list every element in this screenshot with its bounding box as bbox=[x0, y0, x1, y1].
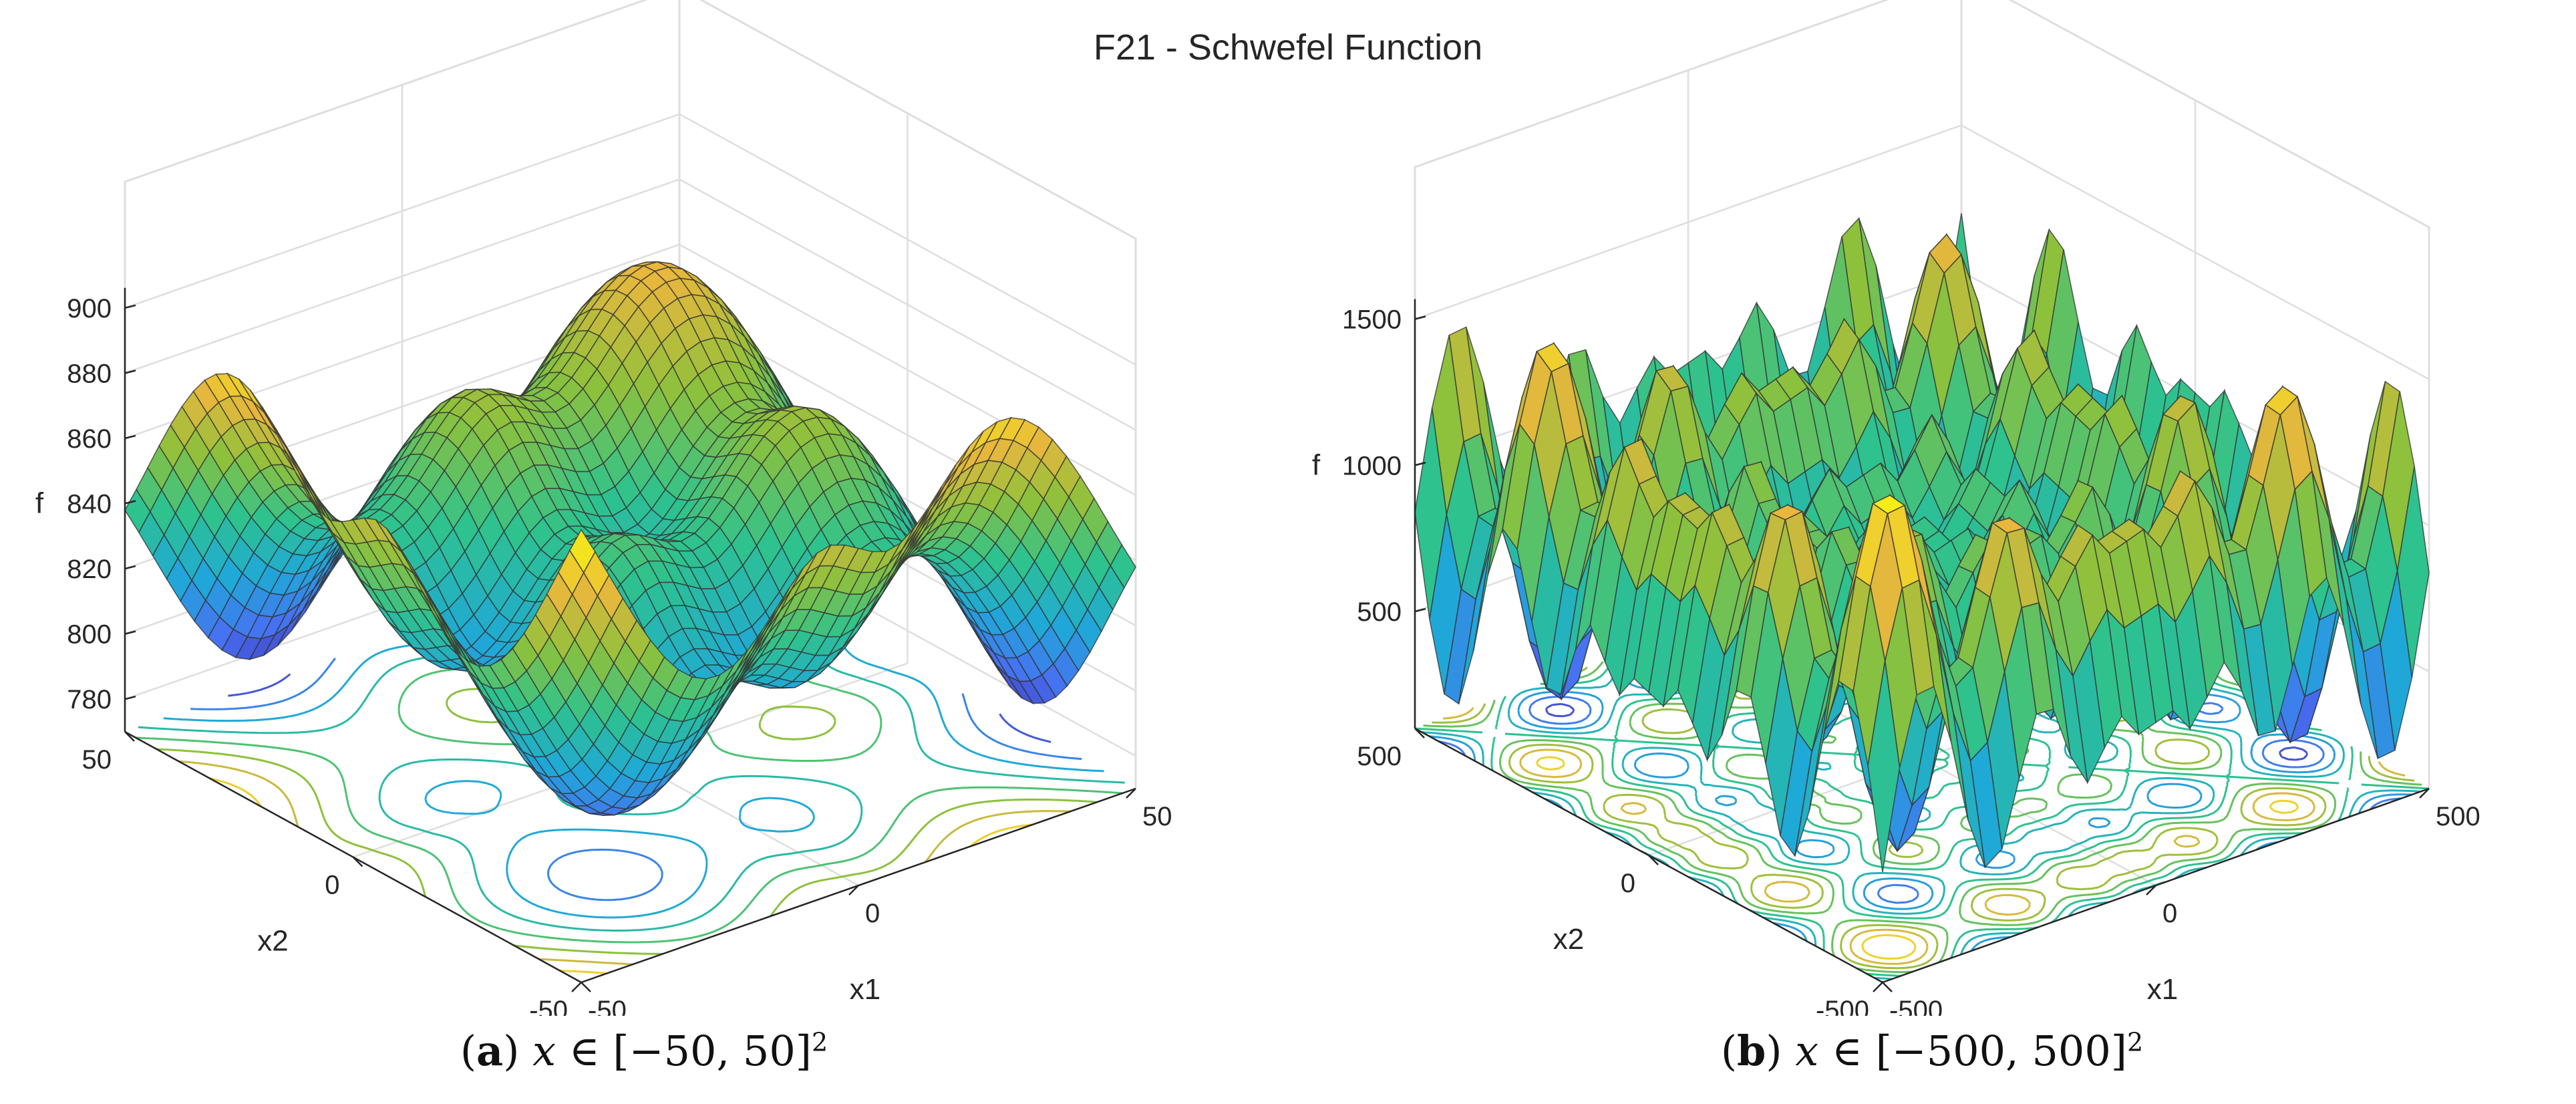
z-tick-label-b-2: 1500 bbox=[1342, 305, 1402, 335]
caption-b-range: ∈ [−500, 500] bbox=[1831, 1026, 2127, 1075]
axes-a: 780 800 820 840 860 880 900 -50 0 50 -50 0 50 x2 x1 f bbox=[35, 287, 1172, 1016]
x1-tick-mark-a-0 bbox=[571, 982, 582, 992]
surface-b bbox=[1414, 213, 2430, 873]
z-tick-label-a-3: 840 bbox=[67, 490, 112, 519]
axes-b: 500 1000 1500 -500 0 500 -500 0 500 x2 x1 f bbox=[1312, 299, 2480, 1016]
caption-a-variable: x bbox=[532, 1026, 556, 1075]
z-tick-label-a-1: 800 bbox=[67, 620, 112, 650]
caption-a-range: ∈ [−50, 50] bbox=[569, 1026, 812, 1075]
x2-tick-mark-b-0 bbox=[1882, 982, 1893, 992]
x2-tick-mark-a-1 bbox=[352, 856, 363, 867]
x1-tick-mark-b-1 bbox=[2146, 885, 2156, 895]
z-tick-mark-a-4 bbox=[124, 434, 136, 440]
x1-tick-label-b-2: 500 bbox=[2436, 802, 2480, 831]
x2-axis-label-b: x2 bbox=[1553, 923, 1584, 956]
x1-tick-label-b-1: 0 bbox=[2162, 899, 2177, 928]
z-tick-label-a-6: 900 bbox=[67, 294, 112, 323]
z-tick-mark-b-1 bbox=[1414, 462, 1426, 466]
z-tick-label-b-1: 1000 bbox=[1342, 451, 1402, 480]
z-tick-label-a-5: 880 bbox=[67, 359, 112, 388]
z-axis-label-b: f bbox=[1312, 448, 1321, 481]
caption-a-exponent: 2 bbox=[811, 1027, 828, 1057]
z-tick-mark-a-3 bbox=[124, 500, 136, 505]
x1-tick-mark-a-2 bbox=[1126, 788, 1136, 799]
grid-z-line-a-5 bbox=[124, 178, 1136, 431]
surface-patch-b bbox=[1867, 661, 1901, 873]
z-axis-label-a: f bbox=[35, 487, 44, 520]
caption-b: (b) x ∈ [−500, 500]2 bbox=[1720, 1026, 2144, 1075]
z-tick-label-a-4: 860 bbox=[67, 424, 112, 454]
figure-title: F21 - Schwefel Function bbox=[1093, 27, 1483, 67]
contour-line-b-9 bbox=[1536, 756, 2299, 960]
x1-axis-label-a: x1 bbox=[850, 973, 880, 1006]
surface-plot-a: 780 800 820 840 860 880 900 -50 0 50 -50 0 50 x2 x1 f bbox=[35, 0, 1172, 1016]
x1-tick-mark-a-1 bbox=[848, 885, 859, 895]
x2-tick-label-a-0: -50 bbox=[529, 996, 568, 1016]
z-tick-label-b-0: 500 bbox=[1357, 597, 1402, 627]
x1-axis-label-b: x1 bbox=[2147, 973, 2178, 1006]
z-tick-mark-a-2 bbox=[124, 565, 136, 570]
grid-z-line-b-2 bbox=[1414, 124, 2430, 380]
x2-tick-label-b-2: 500 bbox=[1357, 742, 1402, 771]
x2-tick-mark-a-0 bbox=[581, 982, 591, 992]
contours-a bbox=[136, 546, 1125, 974]
grid-z-line-a-6 bbox=[124, 113, 1136, 366]
x2-tick-mark-b-1 bbox=[1648, 855, 1659, 865]
z-tick-label-a-2: 820 bbox=[67, 555, 112, 584]
caption-a-label: a bbox=[476, 1026, 504, 1075]
x2-tick-label-b-1: 0 bbox=[1621, 869, 1635, 898]
x2-tick-label-a-2: 50 bbox=[82, 745, 112, 775]
x1-tick-mark-b-2 bbox=[2419, 788, 2430, 799]
caption-b-exponent: 2 bbox=[2127, 1027, 2144, 1057]
contour-line-a-3 bbox=[163, 565, 1104, 919]
panel-a: 780 800 820 840 860 880 900 -50 0 50 -50 0 50 x2 x1 f (… bbox=[35, 0, 1172, 1075]
grid-z-line-a-4 bbox=[124, 243, 1136, 497]
x1-tick-label-b-0: -500 bbox=[1889, 996, 1943, 1016]
x2-tick-mark-a-2 bbox=[124, 731, 135, 742]
x1-tick-label-a-0: -50 bbox=[588, 996, 627, 1016]
z-tick-mark-a-5 bbox=[124, 370, 136, 374]
contour-line-a-8 bbox=[209, 777, 1033, 974]
caption-b-variable: x bbox=[1795, 1026, 1819, 1075]
x2-tick-mark-b-2 bbox=[1414, 728, 1425, 738]
surface-plot-b: 500 1000 1500 -500 0 500 -500 0 500 x2 x1 f bbox=[1312, 0, 2480, 1016]
caption-b-label: b bbox=[1737, 1026, 1766, 1075]
z-tick-mark-a-6 bbox=[124, 304, 136, 309]
surface-patch-a bbox=[569, 529, 596, 574]
surface-a bbox=[124, 261, 1136, 816]
x2-tick-label-a-1: 0 bbox=[325, 871, 339, 900]
z-tick-label-a-0: 780 bbox=[67, 685, 112, 714]
x2-axis-label-a: x2 bbox=[257, 925, 288, 958]
caption-a: (a) x ∈ [−50, 50]2 bbox=[460, 1026, 828, 1075]
z-tick-mark-a-0 bbox=[124, 696, 136, 700]
z-tick-mark-b-0 bbox=[1414, 607, 1426, 613]
z-tick-mark-b-2 bbox=[1414, 315, 1426, 320]
panel-b: 500 1000 1500 -500 0 500 -500 0 500 x2 x1 f (b) x ∈… bbox=[1288, 0, 2576, 1104]
x1-tick-label-a-2: 50 bbox=[1142, 802, 1172, 831]
x2-tick-label-b-0: -500 bbox=[1816, 996, 1869, 1016]
x1-tick-mark-b-0 bbox=[1873, 982, 1883, 992]
z-tick-mark-a-1 bbox=[124, 630, 136, 635]
x1-tick-label-a-1: 0 bbox=[865, 899, 880, 928]
